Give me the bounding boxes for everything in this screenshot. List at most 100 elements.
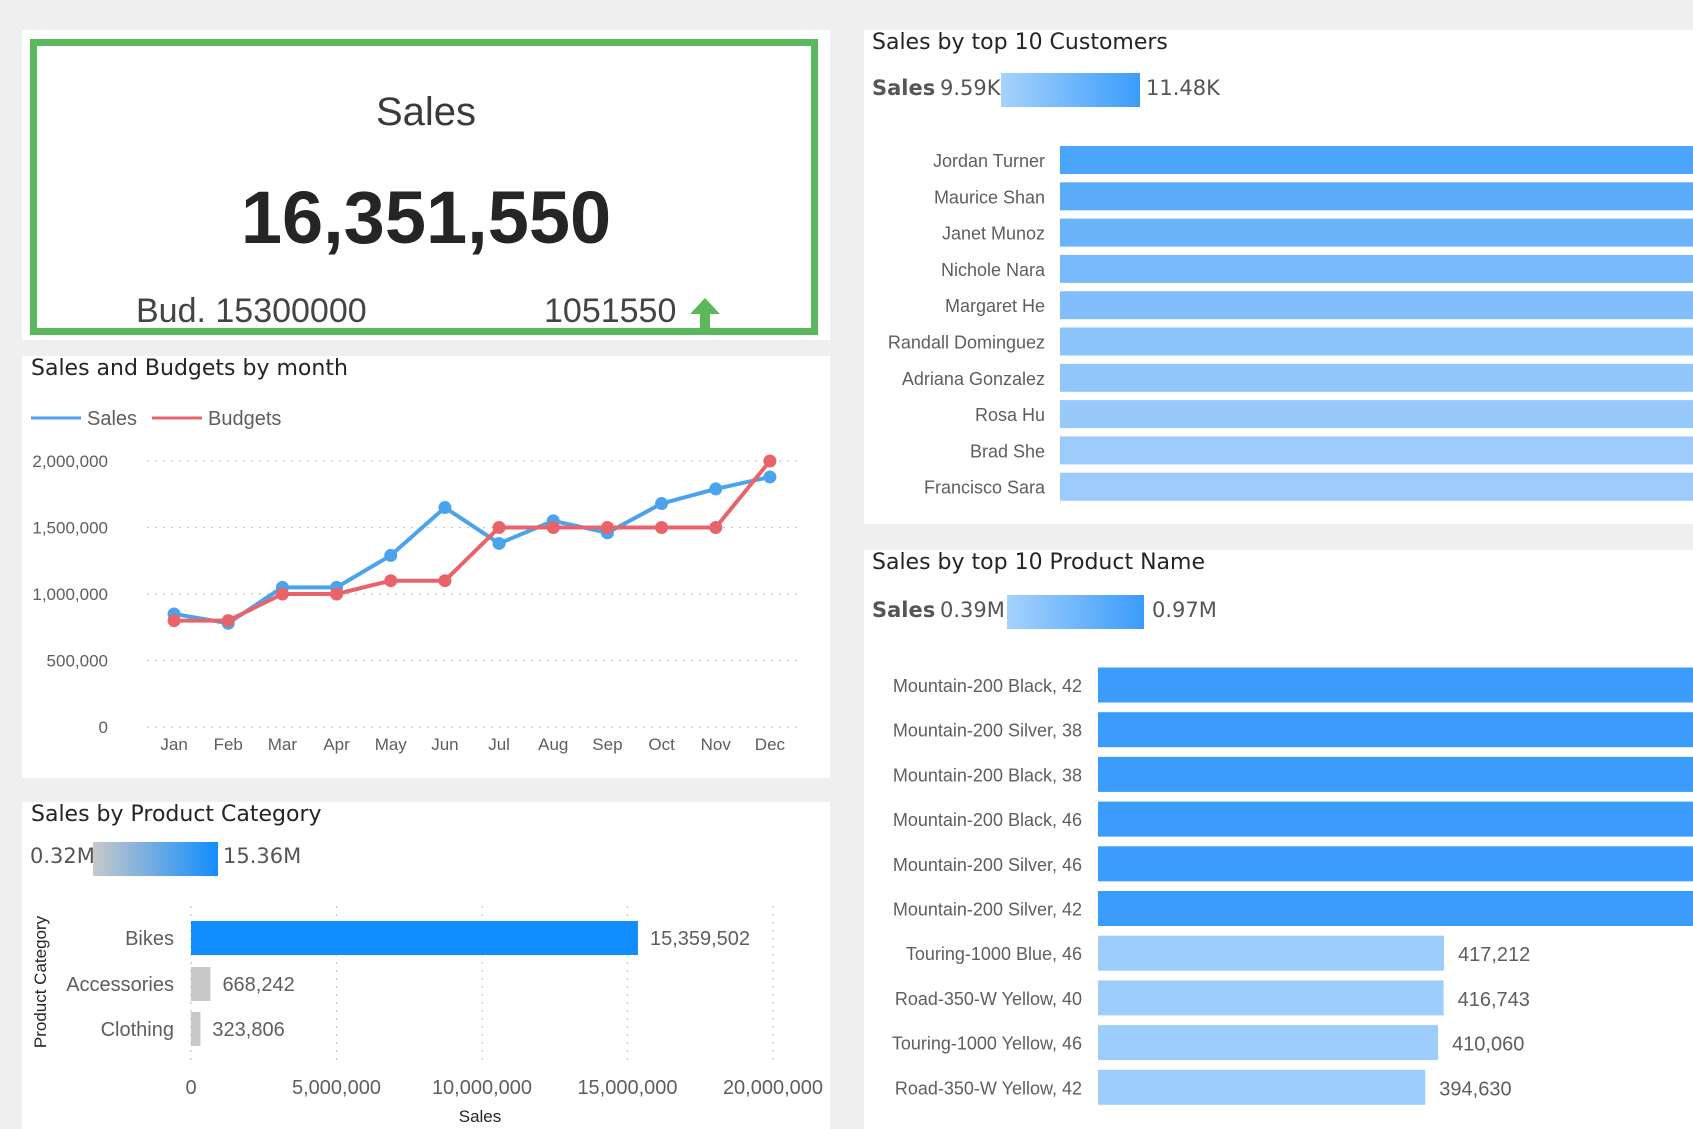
y-tick-label: 500,000 <box>47 652 108 671</box>
product-chart-panel[interactable]: Sales by top 10 Product Name Sales 0.39M… <box>864 550 1693 1129</box>
data-point-budgets <box>330 587 344 601</box>
customer-color-scale <box>1001 73 1140 107</box>
product-bar <box>1098 935 1444 971</box>
line-chart-panel[interactable]: Sales and Budgets by month Sales Budgets 0… <box>22 356 830 778</box>
category-label: Clothing <box>101 1019 174 1041</box>
customer-scale-min: 9.59K <box>940 76 1001 100</box>
product-label: Mountain-200 Black, 38 <box>893 765 1082 785</box>
customer-label: Nichole Nara <box>941 260 1046 280</box>
category-scale-max: 15.36M <box>223 844 302 868</box>
customer-bar-chart: Jordan Turner Maurice Shan Janet Munoz Nich… <box>888 146 1693 501</box>
product-bar <box>1098 846 1693 882</box>
x-tick-label: May <box>375 735 408 754</box>
x-tick-label: Apr <box>323 735 350 754</box>
kpi-value: 16,351,550 <box>240 176 612 259</box>
data-point-sales <box>655 497 669 511</box>
data-point-budgets <box>438 574 452 588</box>
x-tick-label: Dec <box>755 735 786 754</box>
customer-bar <box>1060 400 1693 429</box>
x-tick-label: 5,000,000 <box>292 1077 381 1099</box>
product-label: Mountain-200 Silver, 38 <box>893 721 1082 741</box>
data-point-sales <box>492 536 506 550</box>
product-label: Road-350-W Yellow, 40 <box>895 989 1082 1009</box>
customer-label: Maurice Shan <box>934 187 1045 207</box>
customer-bar <box>1060 436 1693 465</box>
data-point-budgets <box>709 521 723 534</box>
x-tick-label: Oct <box>648 735 675 754</box>
category-color-scale <box>93 842 218 876</box>
customer-label: Janet Munoz <box>942 224 1045 244</box>
customer-bar <box>1060 146 1693 174</box>
data-point-budgets <box>655 521 669 534</box>
product-scale-max: 0.97M <box>1152 598 1217 622</box>
x-tick-label: Nov <box>701 735 732 754</box>
data-point-budgets <box>275 587 289 601</box>
data-point-sales <box>763 470 777 484</box>
arrow-up-icon <box>690 298 720 328</box>
kpi-border <box>30 39 818 335</box>
y-tick-label: 0 <box>99 718 108 737</box>
y-tick-label: 1,500,000 <box>32 519 108 538</box>
x-tick-label: Jan <box>160 735 187 754</box>
product-scale-min: 0.39M <box>940 598 1005 622</box>
customer-label: Brad She <box>970 441 1045 461</box>
y-tick-label: 1,000,000 <box>32 585 108 604</box>
line-chart-title: Sales and Budgets by month <box>31 356 348 381</box>
bar-accessories <box>191 967 211 1001</box>
product-label: Road-350-W Yellow, 42 <box>895 1078 1082 1098</box>
customer-bar <box>1060 472 1693 501</box>
data-label: 15,359,502 <box>650 928 750 950</box>
category-label: Bikes <box>125 928 174 950</box>
x-tick-label: 0 <box>185 1077 196 1099</box>
x-tick-label: 20,000,000 <box>723 1077 823 1099</box>
customer-label: Rosa Hu <box>975 405 1045 425</box>
customer-chart-panel[interactable]: Sales by top 10 Customers Sales 9.59K 11… <box>864 30 1693 524</box>
customer-bar <box>1060 363 1693 392</box>
y-axis-title: Product Category <box>31 915 50 1048</box>
x-tick-label: Aug <box>538 735 568 754</box>
product-label: Touring-1000 Blue, 46 <box>906 944 1082 964</box>
customer-bar <box>1060 291 1693 320</box>
y-tick-label: 2,000,000 <box>32 452 108 471</box>
product-data-label: 394,630 <box>1439 1078 1511 1100</box>
product-label: Mountain-200 Silver, 42 <box>893 900 1082 920</box>
product-bar <box>1098 801 1693 837</box>
product-label: Mountain-200 Black, 42 <box>893 676 1082 696</box>
product-data-label: 417,212 <box>1458 944 1530 966</box>
product-data-label: 416,743 <box>1458 989 1530 1011</box>
product-scale-key: Sales <box>872 598 936 622</box>
bar-clothing <box>191 1012 201 1046</box>
kpi-card[interactable]: Sales 16,351,550 Bud. 15300000 1051550 <box>22 30 830 340</box>
product-bar <box>1098 712 1693 748</box>
x-tick-label: Sep <box>592 735 622 754</box>
category-label: Accessories <box>66 974 174 996</box>
product-bar <box>1098 980 1444 1016</box>
category-chart-panel[interactable]: Sales by Product Category 0.32M 15.36M 0… <box>22 802 830 1129</box>
x-tick-label: Jun <box>431 735 458 754</box>
data-point-budgets <box>600 521 614 534</box>
data-point-sales <box>438 501 452 515</box>
series-line-sales <box>173 475 771 626</box>
customer-label: Randall Dominguez <box>888 333 1045 353</box>
data-point-budgets <box>546 521 560 534</box>
customer-bar <box>1060 254 1693 283</box>
category-scale-min: 0.32M <box>30 844 95 868</box>
product-bar-chart: Mountain-200 Black, 42 Mountain-200 Silve… <box>892 667 1693 1105</box>
kpi-budget: Bud. 15300000 <box>136 292 367 330</box>
data-point-budgets <box>221 614 235 628</box>
line-chart: Sales Budgets 0 500,000 1,000,000 1,500,000 2,… <box>31 408 797 754</box>
customer-bar <box>1060 327 1693 356</box>
legend-label-sales: Sales <box>87 408 137 430</box>
product-bar <box>1098 1025 1439 1061</box>
kpi-title: Sales <box>375 90 477 134</box>
product-bar <box>1098 1069 1426 1105</box>
x-tick-label: Feb <box>214 735 243 754</box>
data-point-budgets <box>167 614 181 628</box>
x-tick-label: 15,000,000 <box>577 1077 677 1099</box>
product-bar <box>1098 756 1693 792</box>
x-axis-title: Sales <box>459 1107 502 1126</box>
data-point-sales <box>709 482 723 496</box>
legend-label-budgets: Budgets <box>208 408 281 430</box>
product-data-label: 410,060 <box>1452 1034 1524 1056</box>
x-tick-label: 10,000,000 <box>432 1077 532 1099</box>
